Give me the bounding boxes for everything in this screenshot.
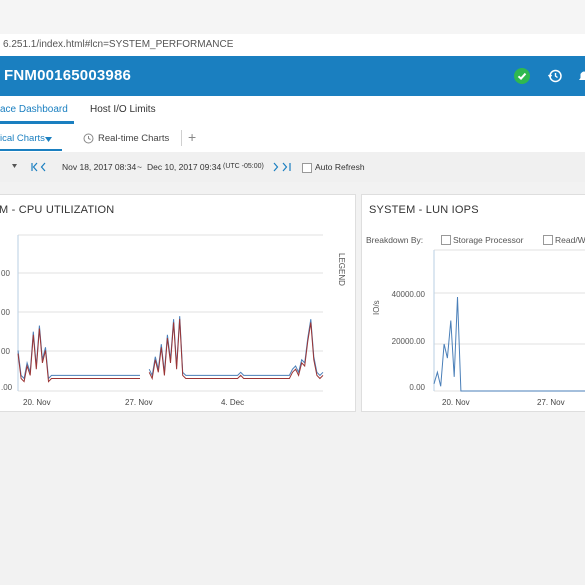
address-url[interactable]: 6.251.1/index.html#lcn=SYSTEM_PERFORMANC… <box>3 39 234 50</box>
cpu-y-tick-label: .00 <box>1 383 13 392</box>
tab-realtime-charts[interactable]: Real-time Charts <box>98 133 170 144</box>
tab-divider <box>181 130 182 146</box>
range-end: Dec 10, 2017 09:34 <box>147 162 222 172</box>
browser-top-strip <box>0 0 585 35</box>
range-separator: ~ <box>137 162 142 172</box>
lun-y-tick-label: 20000.00 <box>392 337 426 346</box>
lun-y-tick-label: 0.00 <box>409 383 425 392</box>
cpu-y-tick-label: 00 <box>1 308 10 317</box>
range-start: Nov 18, 2017 08:34 <box>62 162 137 172</box>
skip-back-icon[interactable] <box>30 162 50 172</box>
tab-historical-charts[interactable]: ical Charts <box>0 133 45 144</box>
cpu-panel-title: M - CPU UTILIZATION <box>0 204 115 216</box>
storage-processor-checkbox[interactable] <box>441 235 451 245</box>
lun-y-tick-label: 40000.00 <box>392 290 426 299</box>
cpu-y-tick-label: 00 <box>1 269 10 278</box>
read-write-label: Read/W <box>555 235 585 245</box>
lun-series-line <box>433 296 585 392</box>
auto-refresh-checkbox[interactable] <box>302 163 312 173</box>
cpu-legend-toggle[interactable]: LEGEND <box>337 253 346 286</box>
main-tabs: ace Dashboard Host I/O Limits <box>0 96 585 125</box>
tab-performance-dashboard[interactable]: ace Dashboard <box>0 104 68 115</box>
lun-x-tick-label: 20. Nov <box>442 398 470 407</box>
health-ok-icon[interactable] <box>514 68 530 84</box>
alerts-bell-icon[interactable] <box>576 68 585 84</box>
cpu-x-tick-label: 27. Nov <box>125 398 153 407</box>
address-bar[interactable]: 6.251.1/index.html#lcn=SYSTEM_PERFORMANC… <box>0 34 585 57</box>
read-write-checkbox[interactable] <box>543 235 553 245</box>
lun-panel-title: SYSTEM - LUN IOPS <box>369 204 479 216</box>
cpu-series-line-red <box>17 319 324 383</box>
active-subtab-indicator <box>0 149 62 151</box>
cpu-series-line-blue <box>17 316 324 380</box>
active-tab-indicator <box>0 121 74 124</box>
storage-processor-label: Storage Processor <box>453 235 524 245</box>
cpu-utilization-panel: M - CPU UTILIZATION 00 00 00 .00 20. Nov 27.… <box>0 194 356 412</box>
auto-refresh-label: Auto Refresh <box>315 162 365 172</box>
cpu-chart: 00 00 00 .00 20. Nov 27. Nov 4. Dec LEGEND <box>1 234 346 407</box>
range-dropdown-icon[interactable] <box>12 164 17 168</box>
cpu-x-tick-label: 20. Nov <box>23 398 51 407</box>
history-icon[interactable] <box>547 68 563 84</box>
lun-y-axis-label: IO/s <box>372 300 381 315</box>
lun-chart: 40000.00 20000.00 0.00 20. Nov 27. Nov IO/s <box>372 249 585 407</box>
app-header: FNM00165003986 <box>0 56 585 96</box>
chart-subtabs: ical Charts Real-time Charts + <box>0 124 585 153</box>
system-title: FNM00165003986 <box>4 67 132 84</box>
time-range-toolbar: Nov 18, 2017 08:34 ~ Dec 10, 2017 09:34 … <box>0 152 585 182</box>
tab-host-io-limits[interactable]: Host I/O Limits <box>90 104 156 115</box>
cpu-y-tick-label: 00 <box>1 347 10 356</box>
lun-x-tick-label: 27. Nov <box>537 398 565 407</box>
breakdown-label: Breakdown By: <box>366 235 424 245</box>
clock-icon <box>83 133 94 144</box>
chevron-down-icon[interactable] <box>45 137 52 142</box>
cpu-x-tick-label: 4. Dec <box>221 398 244 407</box>
lun-iops-panel: SYSTEM - LUN IOPS Breakdown By: Storage … <box>361 194 585 412</box>
add-chart-tab-button[interactable]: + <box>188 129 197 145</box>
timezone-label: (UTC -05:00) <box>223 163 264 170</box>
skip-forward-icon[interactable] <box>271 162 293 172</box>
